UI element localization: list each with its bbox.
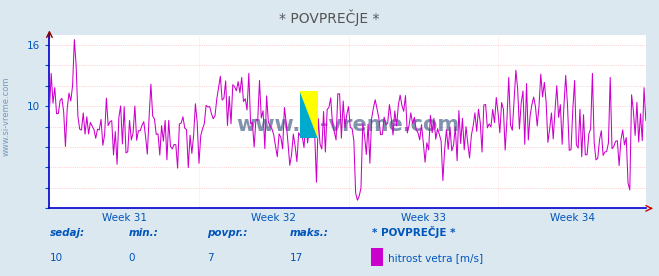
Text: maks.:: maks.: (290, 228, 329, 238)
Text: min.:: min.: (129, 228, 158, 238)
Text: hitrost vetra [m/s]: hitrost vetra [m/s] (388, 253, 483, 263)
Text: * POVPREČJE *: * POVPREČJE * (279, 10, 380, 26)
Text: 17: 17 (290, 253, 303, 263)
Text: 7: 7 (208, 253, 214, 263)
Text: * POVPREČJE *: * POVPREČJE * (372, 226, 456, 238)
Text: www.si-vreme.com: www.si-vreme.com (2, 76, 11, 156)
Text: sedaj:: sedaj: (49, 228, 84, 238)
Text: 10: 10 (49, 253, 63, 263)
Text: www.si-vreme.com: www.si-vreme.com (236, 115, 459, 135)
Text: povpr.:: povpr.: (208, 228, 248, 238)
Polygon shape (300, 91, 318, 138)
Polygon shape (300, 91, 318, 138)
Text: 0: 0 (129, 253, 135, 263)
